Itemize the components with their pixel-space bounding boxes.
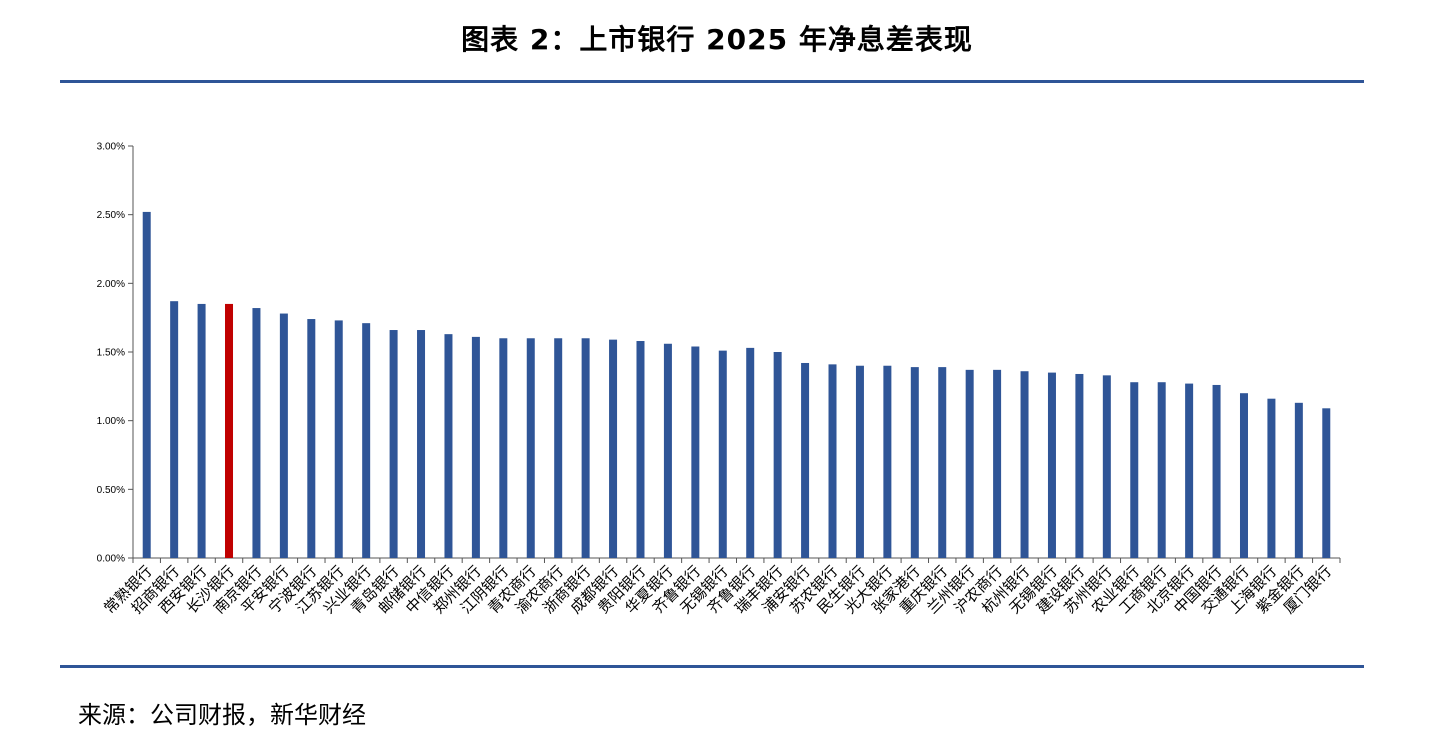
bar-40: [1212, 384, 1221, 558]
bar-15: [526, 338, 535, 558]
bar-34: [1047, 372, 1056, 558]
bottom-rule: [60, 665, 1364, 668]
bar-16: [554, 338, 563, 558]
bar-6: [279, 313, 288, 558]
bar-27: [855, 365, 864, 558]
category-labels: 常熟银行招商银行西安银行长沙银行南京银行平安银行宁波银行江苏银行兴业银行青岛银行…: [100, 562, 1335, 617]
bar-31: [965, 369, 974, 558]
y-tick-label: 1.00%: [97, 416, 125, 427]
bar-35: [1075, 373, 1084, 558]
bar-36: [1102, 375, 1111, 558]
bar-7: [307, 319, 316, 558]
bar-25: [801, 362, 810, 558]
bar-4: [225, 303, 234, 558]
bar-28: [883, 365, 892, 558]
bar-1: [142, 211, 151, 559]
bar-12: [444, 334, 453, 558]
y-tick-label: 0.50%: [97, 485, 125, 496]
bar-41: [1239, 393, 1248, 558]
bar-3: [197, 303, 206, 558]
y-tick-label: 1.50%: [97, 348, 125, 359]
bar-19: [636, 341, 645, 558]
bar-14: [499, 338, 508, 558]
top-rule: [60, 80, 1364, 83]
y-tick-label: 2.50%: [97, 210, 125, 221]
bar-8: [334, 320, 343, 558]
bar-24: [773, 352, 782, 558]
bar-39: [1185, 383, 1194, 558]
bar-13: [471, 336, 480, 558]
source-note: 来源：公司财报，新华财经: [78, 701, 366, 729]
bar-43: [1294, 402, 1303, 558]
chart-title: 图表 2：上市银行 2025 年净息差表现: [461, 23, 973, 56]
bar-37: [1130, 382, 1139, 558]
bar-10: [389, 330, 398, 558]
bar-38: [1157, 382, 1166, 558]
bar-21: [691, 346, 700, 558]
bar-23: [746, 347, 755, 558]
y-tick-label: 0.00%: [97, 554, 125, 565]
bar-29: [910, 367, 919, 558]
bar-30: [938, 367, 947, 558]
bar-22: [718, 350, 727, 558]
bar-9: [362, 323, 371, 558]
bar-42: [1267, 398, 1276, 558]
bar-11: [417, 330, 426, 558]
bar-33: [1020, 371, 1029, 558]
bar-18: [609, 339, 618, 558]
chart-axes: 0.00% 0.50% 1.00% 1.50% 2.00% 2.50% 3.00%: [97, 142, 1341, 565]
bar-2: [170, 301, 179, 558]
bar-20: [663, 343, 672, 558]
bar-5: [252, 308, 261, 558]
y-tick-label: 2.00%: [97, 279, 125, 290]
y-tick-label: 3.00%: [97, 142, 125, 153]
bar-32: [993, 369, 1002, 558]
bar-44: [1322, 408, 1331, 558]
bar-26: [828, 364, 837, 558]
bar-17: [581, 338, 590, 558]
chart-bars: [142, 211, 1331, 559]
